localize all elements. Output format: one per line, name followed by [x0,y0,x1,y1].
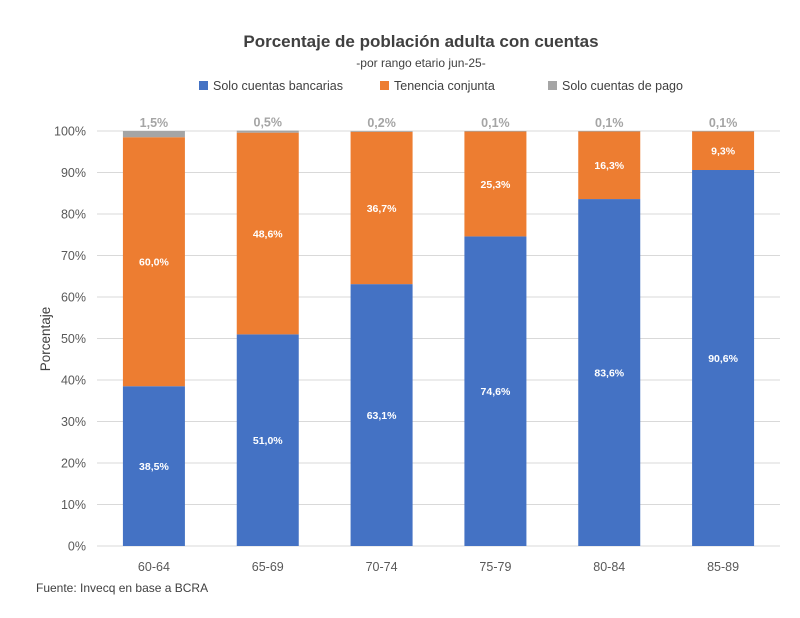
x-tick-label: 85-89 [707,560,739,574]
bar-segment [464,236,527,546]
data-label: 0,1% [481,116,510,130]
bar-segment [578,131,641,200]
data-label: 63,1% [367,410,397,422]
bars: 38,5% 60,0% 1,5% 51,0% 48,6% 0,5% 63,1% 36,7% 0,… [122,116,755,546]
data-label: 16,3% [594,160,624,172]
data-label: 74,6% [481,386,511,398]
legend-swatch [380,81,389,90]
x-tick-label: 65-69 [252,560,284,574]
data-label: 48,6% [253,229,283,241]
y-tick-label: 60% [61,291,86,305]
data-label: 1,5% [140,116,169,130]
y-tick-label: 90% [61,166,86,180]
bar-segment [578,199,641,546]
y-tick-label: 20% [61,457,86,471]
bar-segment [692,131,755,132]
x-axis-ticks: 60-64 65-69 70-74 75-79 80-84 85-89 [138,560,739,574]
y-tick-label: 0% [68,540,86,554]
data-label: 83,6% [594,368,624,380]
bar-segment [236,132,299,335]
legend-entry: Solo cuentas bancarias [213,79,343,93]
y-tick-label: 70% [61,249,86,263]
legend-swatch [199,81,208,90]
gridlines [97,130,780,547]
data-label: 0,1% [595,116,624,130]
bar-segment [350,131,413,285]
chart-subtitle: -por rango etario jun-25- [356,56,485,70]
x-tick-label: 75-79 [479,560,511,574]
x-tick-label: 60-64 [138,560,170,574]
bar-segment [578,131,641,132]
bar-segment [350,131,413,132]
bar-segment [350,284,413,546]
bar-segment [464,131,527,132]
legend-entry: Solo cuentas de pago [562,79,683,93]
bar-segment [236,130,299,133]
chart-title: Porcentaje de población adulta con cuent… [243,32,598,51]
y-tick-label: 10% [61,498,86,512]
bar-segment [122,131,185,138]
y-tick-label: 30% [61,415,86,429]
data-label: 51,0% [253,435,283,447]
y-tick-label: 50% [61,332,86,346]
data-label: 0,2% [367,116,396,130]
y-axis-ticks: 0% 10% 20% 30% 40% 50% 60% 70% 80% 90% 100% [54,125,86,554]
x-tick-label: 80-84 [593,560,625,574]
data-label: 9,3% [711,146,736,158]
bar-segment [122,137,185,387]
bar-segment [692,170,755,546]
bar-segment [122,386,185,546]
y-tick-label: 100% [54,125,86,139]
data-label: 25,3% [481,179,511,191]
y-tick-label: 40% [61,374,86,388]
data-label: 36,7% [367,203,397,215]
bar-segment [464,131,527,237]
legend-entry: Tenencia conjunta [394,79,495,93]
data-label: 38,5% [139,461,169,473]
legend: Solo cuentas bancarias Tenencia conjunta S… [199,79,683,93]
source-note: Fuente: Invecq en base a BCRA [36,581,208,595]
data-label: 0,1% [709,116,738,130]
x-tick-label: 70-74 [366,560,398,574]
bar-segment [692,131,755,171]
data-label: 90,6% [708,353,738,365]
y-tick-label: 80% [61,208,86,222]
legend-swatch [548,81,557,90]
y-axis-label: Porcentaje [38,307,53,372]
bar-segment [236,334,299,546]
data-label: 0,5% [254,116,283,130]
data-label: 60,0% [139,257,169,269]
